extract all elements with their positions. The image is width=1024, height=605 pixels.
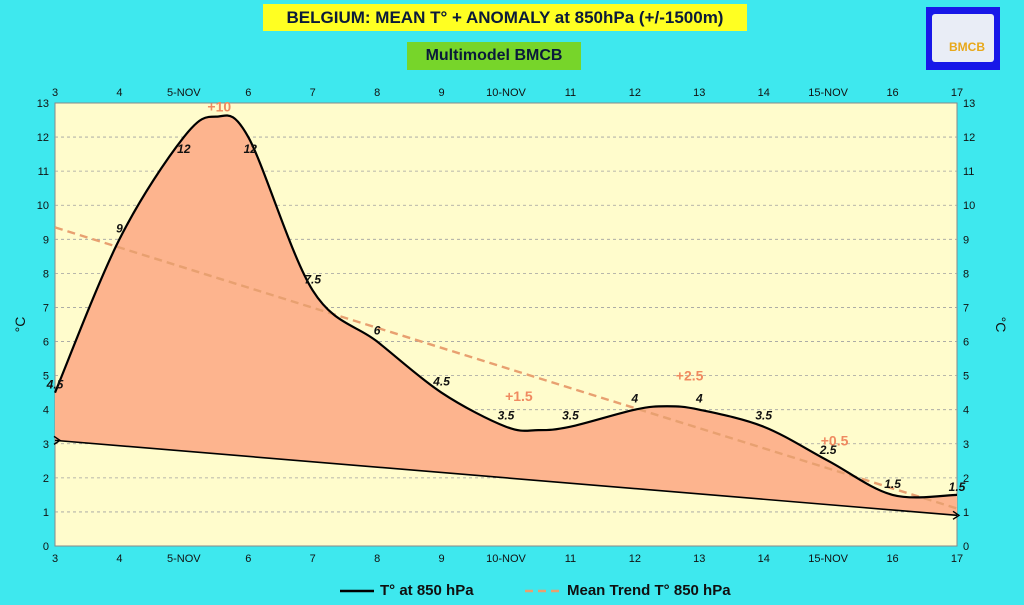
trend-line xyxy=(54,226,958,510)
y-axis-label-right: °C xyxy=(993,317,1009,333)
x-tick-label-top: 13 xyxy=(693,87,705,99)
data-label: 12 xyxy=(177,142,191,156)
x-tick-label-bottom: 4 xyxy=(116,553,122,565)
anomaly-area xyxy=(55,115,957,516)
x-tick-label-bottom: 13 xyxy=(693,553,705,565)
y-tick-label-right: 13 xyxy=(963,98,975,110)
data-label: 7.5 xyxy=(304,272,321,286)
logo-text: BMCB xyxy=(949,40,985,54)
x-tick-label-bottom: 7 xyxy=(310,553,316,565)
baseline-start-arrow xyxy=(53,435,62,445)
x-tick-label-bottom: 5-NOV xyxy=(167,553,201,565)
data-label: 3.5 xyxy=(498,409,515,423)
y-tick-label-left: 10 xyxy=(37,200,49,212)
data-label: 4 xyxy=(631,392,639,406)
bmcb-logo: BMCB xyxy=(926,7,1000,70)
anomaly-label: +10 xyxy=(207,98,231,114)
y-tick-label-left: 9 xyxy=(43,234,49,246)
x-tick-label-top: 10-NOV xyxy=(486,87,526,99)
anomaly-fill xyxy=(55,115,957,516)
x-tick-label-bottom: 6 xyxy=(245,553,251,565)
y-tick-label-left: 0 xyxy=(43,541,49,553)
y-tick-label-right: 7 xyxy=(963,302,969,314)
y-tick-label-left: 1 xyxy=(43,507,49,519)
x-tick-label-top: 9 xyxy=(439,87,445,99)
x-tick-label-bottom: 16 xyxy=(886,553,898,565)
chart-title: BELGIUM: MEAN T° + ANOMALY at 850hPa (+/… xyxy=(263,4,747,31)
data-label: 4.5 xyxy=(432,375,450,389)
y-tick-label-left: 8 xyxy=(43,268,49,280)
legend-trend-label: Mean Trend T° 850 hPa xyxy=(567,582,731,599)
legend-temperature-label: T° at 850 hPa xyxy=(380,582,474,599)
anomaly-label: +2.5 xyxy=(676,368,704,384)
y-tick-label-right: 3 xyxy=(963,439,969,451)
x-tick-label-bottom: 10-NOV xyxy=(486,553,526,565)
x-tick-label-top: 5-NOV xyxy=(167,87,201,99)
data-labels: 4.5 9 12 12 7.5 6 4.5 3.5 3.5 4 4 3.5 2.5 1.5 1.5 +10 +1… xyxy=(46,98,966,493)
data-label: 3.5 xyxy=(755,409,772,423)
y-tick-label-right: 6 xyxy=(963,337,969,349)
series-lines xyxy=(53,114,961,520)
x-tick-label-top: 7 xyxy=(310,87,316,99)
y-tick-label-left: 5 xyxy=(43,371,49,383)
y-tick-label-right: 4 xyxy=(963,405,969,417)
x-tick-label-top: 16 xyxy=(886,87,898,99)
y-tick-label-right: 0 xyxy=(963,541,969,553)
y-tick-label-right: 12 xyxy=(963,132,975,144)
data-label: 4.5 xyxy=(46,378,64,392)
y-tick-label-right: 1 xyxy=(963,507,969,519)
y-tick-label-left: 3 xyxy=(43,439,49,451)
data-label: 1.5 xyxy=(949,480,966,494)
x-tick-label-top: 6 xyxy=(245,87,251,99)
normal-baseline-line xyxy=(54,439,958,517)
data-label: 9 xyxy=(116,221,123,235)
y-axis-label-left: °C xyxy=(12,317,28,333)
temperature-line xyxy=(53,114,958,499)
anomaly-label: +0.5 xyxy=(821,432,849,448)
x-tick-label-bottom: 9 xyxy=(439,553,445,565)
y-tick-label-left: 6 xyxy=(43,337,49,349)
chart-subtitle: Multimodel BMCB xyxy=(407,42,581,70)
x-tick-label-bottom: 14 xyxy=(758,553,770,565)
y-tick-label-left: 4 xyxy=(43,405,49,417)
y-tick-label-right: 2 xyxy=(963,473,969,485)
baseline-end-arrow xyxy=(952,510,961,520)
y-tick-label-right: 8 xyxy=(963,268,969,280)
y-tick-label-right: 9 xyxy=(963,234,969,246)
y-tick-label-right: 10 xyxy=(963,200,975,212)
anomaly-label: +1.5 xyxy=(505,388,533,404)
x-tick-label-bottom: 8 xyxy=(374,553,380,565)
data-label: 4 xyxy=(695,392,703,406)
x-tick-label-bottom: 3 xyxy=(52,553,58,565)
x-tick-label-top: 12 xyxy=(629,87,641,99)
x-tick-label-bottom: 15-NOV xyxy=(808,553,848,565)
data-label: 3.5 xyxy=(562,409,579,423)
x-tick-label-top: 4 xyxy=(116,87,122,99)
data-label: 1.5 xyxy=(884,477,901,491)
logo-background: BMCB xyxy=(932,14,994,62)
x-tick-label-top: 15-NOV xyxy=(808,87,848,99)
y-tick-label-right: 5 xyxy=(963,371,969,383)
y-tick-label-left: 12 xyxy=(37,132,49,144)
x-tick-label-top: 17 xyxy=(951,87,963,99)
x-tick-label-bottom: 17 xyxy=(951,553,963,565)
data-label: 6 xyxy=(374,324,381,338)
x-tick-label-bottom: 11 xyxy=(565,553,576,565)
y-tick-label-left: 11 xyxy=(38,166,49,178)
y-tick-label-left: 13 xyxy=(37,98,49,110)
data-label: 2.5 xyxy=(819,443,837,457)
x-tick-label-top: 8 xyxy=(374,87,380,99)
x-tick-label-bottom: 12 xyxy=(629,553,641,565)
y-tick-label-left: 7 xyxy=(43,302,49,314)
x-axis: 3 3 4 4 5-NOV 5-NOV 6 6 7 7 8 8 9 9 10-NOV 10-NOV 11 11 12… xyxy=(52,87,963,565)
x-tick-label-top: 11 xyxy=(565,87,576,99)
x-tick-label-top: 3 xyxy=(52,87,58,99)
x-tick-label-top: 14 xyxy=(758,87,770,99)
y-tick-label-left: 2 xyxy=(43,473,49,485)
y-tick-label-right: 11 xyxy=(963,166,974,178)
data-label: 12 xyxy=(244,142,258,156)
